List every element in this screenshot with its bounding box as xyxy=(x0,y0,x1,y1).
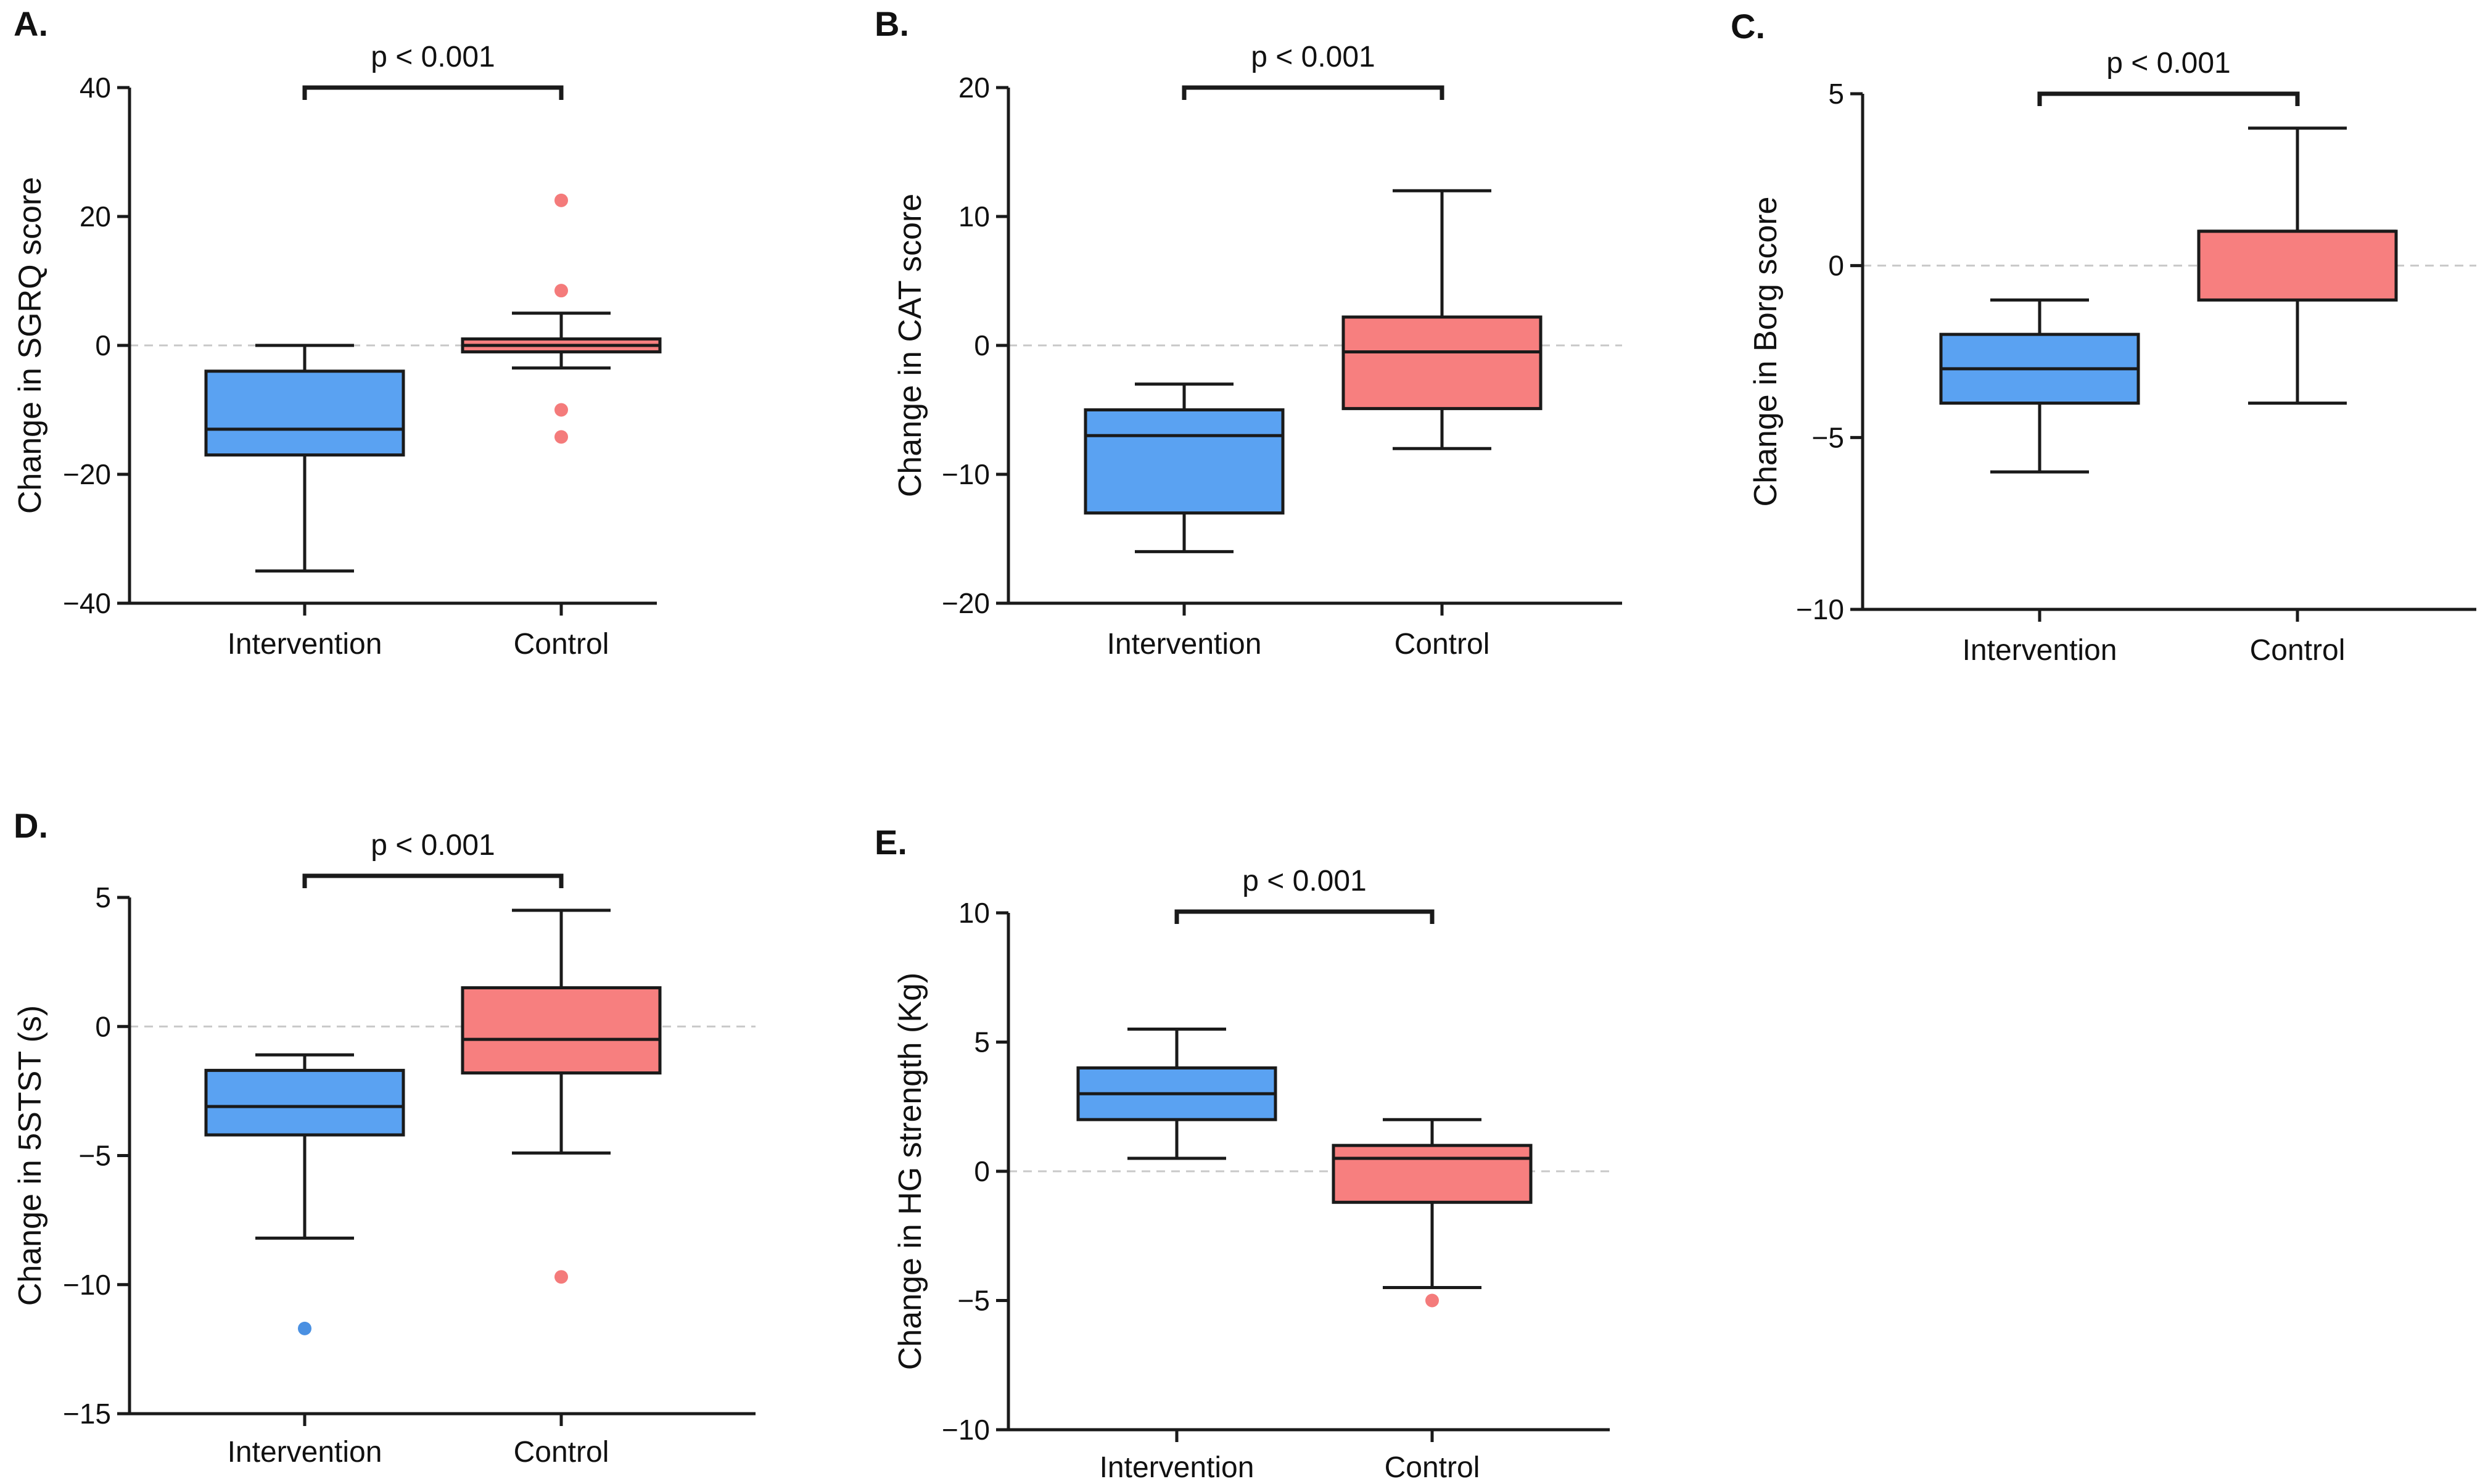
iqr-box xyxy=(2197,229,2398,302)
iqr-box xyxy=(461,986,662,1075)
significance-bracket xyxy=(1182,85,1444,100)
iqr-box xyxy=(1084,408,1285,515)
significance-bracket xyxy=(302,873,564,888)
x-tick-label-intervention: Intervention xyxy=(1963,634,2117,667)
y-tick-label: −10 xyxy=(1796,593,1844,625)
y-tick-label: 10 xyxy=(958,200,990,233)
y-axis-label: Change in 5STST (s) xyxy=(12,1005,48,1306)
significance-bracket xyxy=(1174,909,1435,924)
y-tick-label: 10 xyxy=(958,897,990,929)
x-tick-label-control: Control xyxy=(514,628,609,661)
y-tick-label: −20 xyxy=(63,458,111,490)
y-tick-label: −5 xyxy=(958,1285,990,1317)
y-tick-label: 0 xyxy=(1828,250,1844,282)
iqr-box xyxy=(1341,315,1543,410)
box-control xyxy=(1341,189,1543,450)
iqr-box xyxy=(204,1068,405,1137)
y-tick-label: −10 xyxy=(63,1269,111,1301)
box-intervention xyxy=(1076,1028,1277,1160)
x-tick-label-control: Control xyxy=(514,1436,609,1469)
x-tick-label-control: Control xyxy=(1385,1451,1480,1484)
panel-letter: D. xyxy=(14,806,48,845)
panel-a: A. 40 20 0 −20 −40 Intervention Control Change i… xyxy=(12,4,662,661)
panel-e: E. 10 5 0 −5 −10 Intervention Control Change in … xyxy=(875,823,1610,1484)
x-tick-label-control: Control xyxy=(1394,628,1490,661)
panel-b: B. 20 10 0 −10 −20 Intervention Control Change i… xyxy=(875,4,1622,661)
x-tick-label-intervention: Intervention xyxy=(1100,1451,1254,1484)
y-tick-label: 40 xyxy=(80,72,111,104)
significance-bracket xyxy=(2037,91,2300,106)
y-tick-label: 5 xyxy=(1828,78,1844,110)
outlier-point xyxy=(554,284,568,298)
box-control xyxy=(1332,1118,1533,1308)
x-tick-label-intervention: Intervention xyxy=(1107,628,1262,661)
box-control xyxy=(461,193,662,444)
significance-label: p < 0.001 xyxy=(2106,47,2231,80)
panel-letter: E. xyxy=(875,823,907,862)
x-tick-label-intervention: Intervention xyxy=(228,1436,382,1469)
y-tick-label: 20 xyxy=(80,200,111,233)
y-tick-label: −10 xyxy=(942,458,990,490)
iqr-box xyxy=(204,369,405,457)
y-tick-label: 0 xyxy=(974,1155,990,1187)
significance-label: p < 0.001 xyxy=(371,41,495,73)
x-tick-label-intervention: Intervention xyxy=(228,628,382,661)
y-tick-label: −5 xyxy=(79,1140,111,1172)
iqr-box xyxy=(1332,1144,1533,1204)
panel-c: C. 5 0 −5 −10 Intervention Control Change in Bo… xyxy=(1731,7,2476,667)
y-tick-label: −20 xyxy=(942,587,990,619)
outlier-point xyxy=(298,1321,311,1335)
y-axis-label: Change in CAT score xyxy=(892,194,928,497)
significance-bracket xyxy=(302,85,564,100)
y-tick-label: −5 xyxy=(1812,421,1844,453)
y-tick-label: 0 xyxy=(95,329,111,361)
y-axis-label: Change in SGRQ score xyxy=(12,177,48,514)
significance-label: p < 0.001 xyxy=(371,829,495,862)
y-axis-label: Change in HG strength (Kg) xyxy=(892,973,928,1371)
box-control xyxy=(461,909,662,1284)
panel-letter: C. xyxy=(1731,7,1765,46)
outlier-point xyxy=(554,403,568,417)
y-tick-label: 0 xyxy=(974,329,990,361)
y-tick-label: −15 xyxy=(63,1398,111,1430)
outlier-point xyxy=(554,193,568,207)
y-tick-label: 5 xyxy=(95,881,111,913)
outlier-point xyxy=(554,430,568,444)
outlier-point xyxy=(554,1270,568,1284)
box-intervention xyxy=(1939,298,2140,474)
box-intervention xyxy=(204,344,405,573)
panel-letter: B. xyxy=(875,4,909,43)
x-tick-label-control: Control xyxy=(2250,634,2346,667)
y-tick-label: 20 xyxy=(958,72,990,104)
box-intervention xyxy=(1084,382,1285,553)
panel-letter: A. xyxy=(14,4,48,43)
y-tick-label: −10 xyxy=(942,1414,990,1446)
significance-label: p < 0.001 xyxy=(1251,41,1375,73)
box-intervention xyxy=(204,1053,405,1335)
box-control xyxy=(2197,126,2398,405)
outlier-point xyxy=(1425,1293,1439,1308)
y-tick-label: 0 xyxy=(95,1010,111,1042)
y-tick-label: −40 xyxy=(63,587,111,619)
y-axis-label: Change in Borg score xyxy=(1748,197,1784,507)
significance-label: p < 0.001 xyxy=(1242,865,1367,897)
y-tick-label: 5 xyxy=(974,1026,990,1058)
panel-d: D. 5 0 −5 −10 −15 Intervention Control Change in… xyxy=(12,806,756,1469)
